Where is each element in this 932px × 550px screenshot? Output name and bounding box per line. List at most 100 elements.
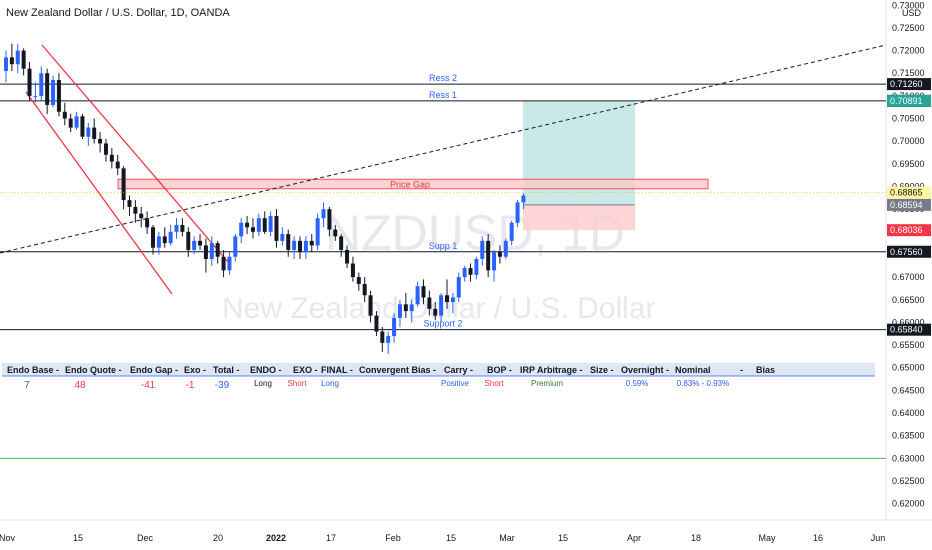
candle-body (262, 218, 267, 232)
watermark-name: New Zealand Dollar / U.S. Dollar (222, 292, 656, 325)
candle-body (80, 116, 85, 137)
candle-body (392, 317, 397, 337)
table-header: Size - (590, 365, 614, 375)
candle-body (239, 222, 244, 237)
candle-body (445, 295, 449, 303)
candle-body (256, 218, 261, 232)
candle-body (174, 225, 179, 232)
candle-body (298, 240, 302, 253)
table-header: ENDO - (250, 365, 282, 375)
candle-body (486, 240, 491, 271)
table-header: Endo Gap - (130, 365, 178, 375)
candle-body (209, 243, 214, 259)
candle-body (233, 236, 238, 257)
table-header: Carry - (444, 365, 473, 375)
candle-body (62, 111, 67, 119)
price-tick-label: 0.66000 (892, 317, 925, 327)
table-header: Overnight - (621, 365, 669, 375)
candle-body (274, 215, 279, 241)
candle-body (439, 295, 444, 316)
table-header: Endo Base - (7, 365, 59, 375)
price-tick-label: 0.64500 (892, 385, 925, 395)
candle-body (380, 331, 385, 343)
candle-body (86, 127, 91, 137)
chart-title: New Zealand Dollar / U.S. Dollar, 1D, OA… (6, 7, 230, 19)
candle-body (74, 116, 79, 128)
price-tag-label: 0.67560 (890, 247, 923, 257)
price-gap-label: Price Gap (390, 179, 430, 189)
target-zone (523, 100, 635, 205)
candle-body (456, 277, 461, 298)
candle-body (203, 245, 208, 259)
table-value: Long (321, 379, 339, 388)
candle-body (521, 195, 526, 203)
candle-body (362, 283, 367, 296)
candle-body (15, 50, 20, 65)
table-header: IRP Arbitrage - (520, 365, 583, 375)
price-tag-label: 0.65840 (890, 325, 923, 335)
candle-body (421, 286, 426, 298)
table-header: Exo - (184, 365, 206, 375)
table-value: Long (254, 379, 272, 388)
candle-body (168, 231, 173, 244)
time-tick-label: Mar (499, 533, 515, 543)
candle-body (51, 80, 56, 105)
price-tick-label: 0.72500 (892, 23, 925, 33)
candle-body (198, 240, 203, 246)
table-header-bg (2, 363, 875, 376)
time-tick-label: Apr (627, 533, 641, 543)
time-tick-label: 15 (73, 533, 83, 543)
price-tag-bg (887, 78, 931, 91)
table-header: BOP - (487, 365, 512, 375)
candle-body (27, 68, 32, 96)
price-tag-bg (887, 224, 931, 237)
candle-body (403, 304, 408, 312)
table-value: Short (484, 379, 504, 388)
candle-body (309, 240, 314, 246)
candle-body (503, 240, 508, 257)
candle-body (321, 209, 326, 219)
candle-body (156, 236, 161, 248)
candle-body (115, 161, 120, 169)
candle-body (9, 57, 14, 65)
table-value: 0.59% (626, 379, 649, 388)
price-gap-zone (117, 178, 709, 190)
price-tag-bg (887, 245, 931, 258)
candle-body (409, 304, 414, 312)
candle-body (268, 215, 273, 232)
price-tag-bg (887, 186, 931, 199)
price-tick-label: 0.69500 (892, 159, 925, 169)
candle-body (450, 297, 455, 303)
candle-body (462, 268, 467, 278)
table-header: EXO - (293, 365, 318, 375)
table-value: 0.83% - 0.93% (677, 379, 729, 388)
time-tick-label: 17 (326, 533, 336, 543)
time-tick-label: Feb (385, 533, 401, 543)
table-header: Total - (213, 365, 239, 375)
candle-body (151, 227, 155, 248)
candle-body (127, 200, 132, 207)
candle-body (145, 218, 150, 228)
price-tick-label: 0.73000 (892, 0, 925, 10)
candle-body (21, 50, 26, 69)
candle-body (39, 73, 44, 96)
table-value: -1 (186, 380, 195, 391)
price-tick-label: 0.71500 (892, 68, 925, 78)
candle-body (415, 286, 420, 305)
candle-body (162, 236, 167, 244)
table-header: Bias (756, 365, 775, 375)
candle-body (356, 277, 361, 284)
candle-body (492, 252, 497, 271)
candle-body (368, 295, 373, 316)
candle-body (215, 243, 220, 257)
time-tick-label: Nov (0, 533, 15, 543)
price-tag-label: 0.68594 (890, 200, 923, 210)
candle-body (92, 127, 97, 139)
price-tick-label: 0.66500 (892, 295, 925, 305)
table-value: Premium (531, 379, 563, 388)
candle-body (121, 168, 126, 201)
candle-body (345, 249, 350, 264)
candle-body (221, 256, 226, 271)
